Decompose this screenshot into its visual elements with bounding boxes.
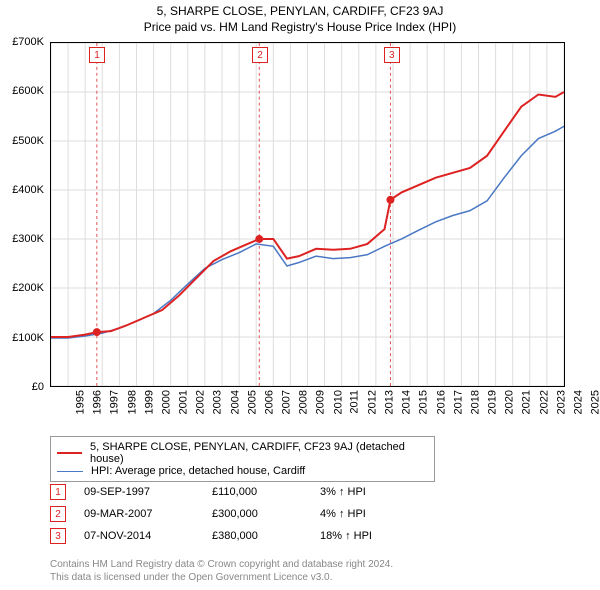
sale-pct: 3% ↑ HPI bbox=[320, 486, 400, 498]
sale-marker-box-3: 3 bbox=[50, 528, 66, 544]
footer-line1: Contains HM Land Registry data © Crown c… bbox=[50, 558, 393, 571]
x-tick-label: 2019 bbox=[486, 390, 498, 414]
x-tick-label: 2009 bbox=[315, 390, 327, 414]
sale-dot-2 bbox=[255, 235, 263, 243]
x-tick-label: 2017 bbox=[452, 390, 464, 414]
x-tick-label: 1999 bbox=[143, 390, 155, 414]
x-tick-label: 2025 bbox=[589, 390, 600, 414]
y-tick-label: £200K bbox=[12, 282, 44, 294]
legend-label-red: 5, SHARPE CLOSE, PENYLAN, CARDIFF, CF23 … bbox=[90, 441, 428, 465]
sale-dot-3 bbox=[386, 196, 394, 204]
sale-date: 09-SEP-1997 bbox=[84, 486, 194, 498]
chart-svg bbox=[51, 43, 564, 386]
sales-list: 1 09-SEP-1997 £110,000 3% ↑ HPI 2 09-MAR-2007… bbox=[50, 478, 565, 544]
legend-row-blue: HPI: Average price, detached house, Card… bbox=[57, 465, 428, 477]
x-tick-label: 2015 bbox=[418, 390, 430, 414]
x-tick-label: 2007 bbox=[280, 390, 292, 414]
y-tick-label: £500K bbox=[12, 135, 44, 147]
sale-date: 07-NOV-2014 bbox=[84, 530, 194, 542]
sale-marker-flag-1: 1 bbox=[89, 47, 105, 63]
x-tick-label: 2012 bbox=[366, 390, 378, 414]
x-tick-label: 2013 bbox=[383, 390, 395, 414]
y-tick-label: £400K bbox=[12, 184, 44, 196]
legend-label-blue: HPI: Average price, detached house, Card… bbox=[91, 465, 305, 477]
chart-title-address: 5, SHARPE CLOSE, PENYLAN, CARDIFF, CF23 … bbox=[0, 4, 600, 18]
legend-swatch-red bbox=[57, 452, 82, 454]
sale-date: 09-MAR-2007 bbox=[84, 508, 194, 520]
sale-pct: 4% ↑ HPI bbox=[320, 508, 400, 520]
sale-row-1: 1 09-SEP-1997 £110,000 3% ↑ HPI bbox=[50, 484, 565, 500]
sale-price: £300,000 bbox=[212, 508, 302, 520]
x-tick-label: 2024 bbox=[572, 390, 584, 414]
x-tick-label: 2023 bbox=[555, 390, 567, 414]
sale-marker-box-2: 2 bbox=[50, 506, 66, 522]
sale-price: £110,000 bbox=[212, 486, 302, 498]
x-axis-ticks: 1995 1996 1997 1998 1999 2000 2001 2002 2003 2004… bbox=[50, 390, 565, 440]
sale-marker-flag-3: 3 bbox=[384, 47, 400, 63]
x-tick-label: 2016 bbox=[435, 390, 447, 414]
sale-marker-box-1: 1 bbox=[50, 484, 66, 500]
x-tick-label: 1995 bbox=[74, 390, 86, 414]
x-tick-label: 2011 bbox=[348, 390, 360, 414]
x-tick-label: 2001 bbox=[177, 390, 189, 414]
x-tick-label: 2003 bbox=[212, 390, 224, 414]
x-tick-label: 1996 bbox=[92, 390, 104, 414]
y-tick-label: £300K bbox=[12, 233, 44, 245]
y-tick-label: £100K bbox=[12, 332, 44, 344]
sale-row-2: 2 09-MAR-2007 £300,000 4% ↑ HPI bbox=[50, 506, 565, 522]
legend: 5, SHARPE CLOSE, PENYLAN, CARDIFF, CF23 … bbox=[50, 436, 435, 482]
x-tick-label: 2018 bbox=[469, 390, 481, 414]
footer-attribution: Contains HM Land Registry data © Crown c… bbox=[50, 558, 393, 584]
x-tick-label: 2006 bbox=[263, 390, 275, 414]
y-axis-ticks: £0£100K£200K£300K£400K£500K£600K£700K bbox=[0, 42, 48, 387]
x-tick-label: 1997 bbox=[109, 390, 121, 414]
x-tick-label: 2022 bbox=[538, 390, 550, 414]
x-tick-label: 2010 bbox=[332, 390, 344, 414]
y-tick-label: £600K bbox=[12, 85, 44, 97]
sale-price: £380,000 bbox=[212, 530, 302, 542]
sale-pct: 18% ↑ HPI bbox=[320, 530, 400, 542]
footer-line2: This data is licensed under the Open Gov… bbox=[50, 571, 393, 584]
legend-row-red: 5, SHARPE CLOSE, PENYLAN, CARDIFF, CF23 … bbox=[57, 441, 428, 465]
sale-dot-1 bbox=[93, 328, 101, 336]
y-tick-label: £0 bbox=[32, 381, 44, 393]
legend-swatch-blue bbox=[57, 471, 83, 472]
x-tick-label: 2000 bbox=[160, 390, 172, 414]
y-tick-label: £700K bbox=[12, 36, 44, 48]
x-tick-label: 2002 bbox=[195, 390, 207, 414]
chart-title-subtitle: Price paid vs. HM Land Registry's House … bbox=[0, 20, 600, 34]
sale-marker-flag-2: 2 bbox=[252, 47, 268, 63]
x-tick-label: 1998 bbox=[126, 390, 138, 414]
x-tick-label: 2021 bbox=[521, 390, 533, 414]
x-tick-label: 2008 bbox=[298, 390, 310, 414]
sale-row-3: 3 07-NOV-2014 £380,000 18% ↑ HPI bbox=[50, 528, 565, 544]
x-tick-label: 2004 bbox=[229, 390, 241, 414]
x-tick-label: 2014 bbox=[401, 390, 413, 414]
chart-plot-area: 1 2 3 bbox=[50, 42, 565, 387]
x-tick-label: 2005 bbox=[246, 390, 258, 414]
x-tick-label: 2020 bbox=[504, 390, 516, 414]
